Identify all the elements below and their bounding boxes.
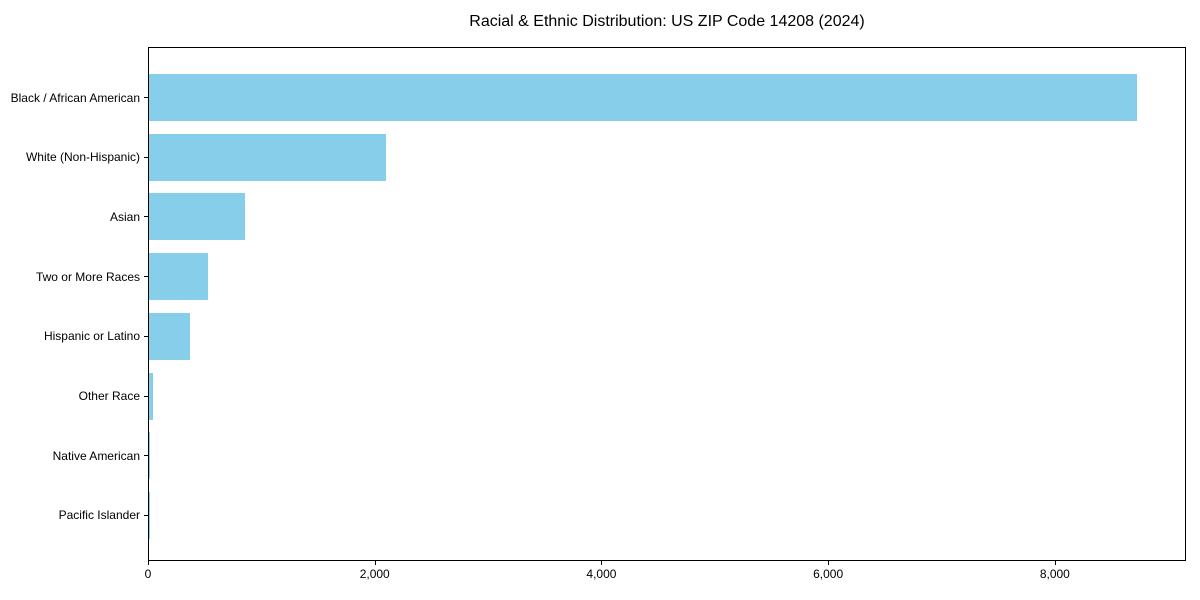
x-tick-label: 4,000 xyxy=(586,567,617,581)
y-tick-mark xyxy=(144,276,148,278)
x-tick-mark xyxy=(374,561,376,565)
bar xyxy=(149,193,246,241)
y-tick-mark xyxy=(144,455,148,457)
y-tick-label: Native American xyxy=(52,448,140,463)
y-tick-label: Hispanic or Latino xyxy=(43,329,140,344)
y-tick-label: Other Race xyxy=(78,389,140,403)
bar xyxy=(149,133,386,181)
bar xyxy=(149,74,1138,121)
bar xyxy=(149,312,190,360)
y-tick-mark xyxy=(144,156,148,158)
y-tick-mark xyxy=(144,514,148,516)
y-tick-label: Black / African American xyxy=(10,90,140,105)
y-tick-label: Pacific Islander xyxy=(58,508,140,523)
x-tick-mark xyxy=(828,561,830,565)
bar xyxy=(149,253,208,301)
x-tick-mark xyxy=(148,561,149,565)
y-tick-mark xyxy=(144,395,148,397)
plot-area xyxy=(148,47,1186,561)
y-tick-label: Asian xyxy=(109,209,140,224)
chart-title: Racial & Ethnic Distribution: US ZIP Cod… xyxy=(469,13,865,30)
x-tick-label: 0 xyxy=(144,567,152,581)
x-tick-mark xyxy=(1054,561,1056,565)
bar xyxy=(149,432,151,480)
x-tick-label: 8,000 xyxy=(1039,567,1070,581)
y-tick-label: Two or More Races xyxy=(35,269,140,284)
x-tick-label: 2,000 xyxy=(359,567,390,581)
bar xyxy=(149,372,153,420)
x-tick-label: 6,000 xyxy=(813,567,844,581)
y-tick-mark xyxy=(144,97,148,98)
y-tick-label: White (Non-Hispanic) xyxy=(25,150,140,165)
y-tick-mark xyxy=(144,335,148,337)
x-tick-mark xyxy=(601,561,603,565)
y-tick-mark xyxy=(144,216,148,218)
